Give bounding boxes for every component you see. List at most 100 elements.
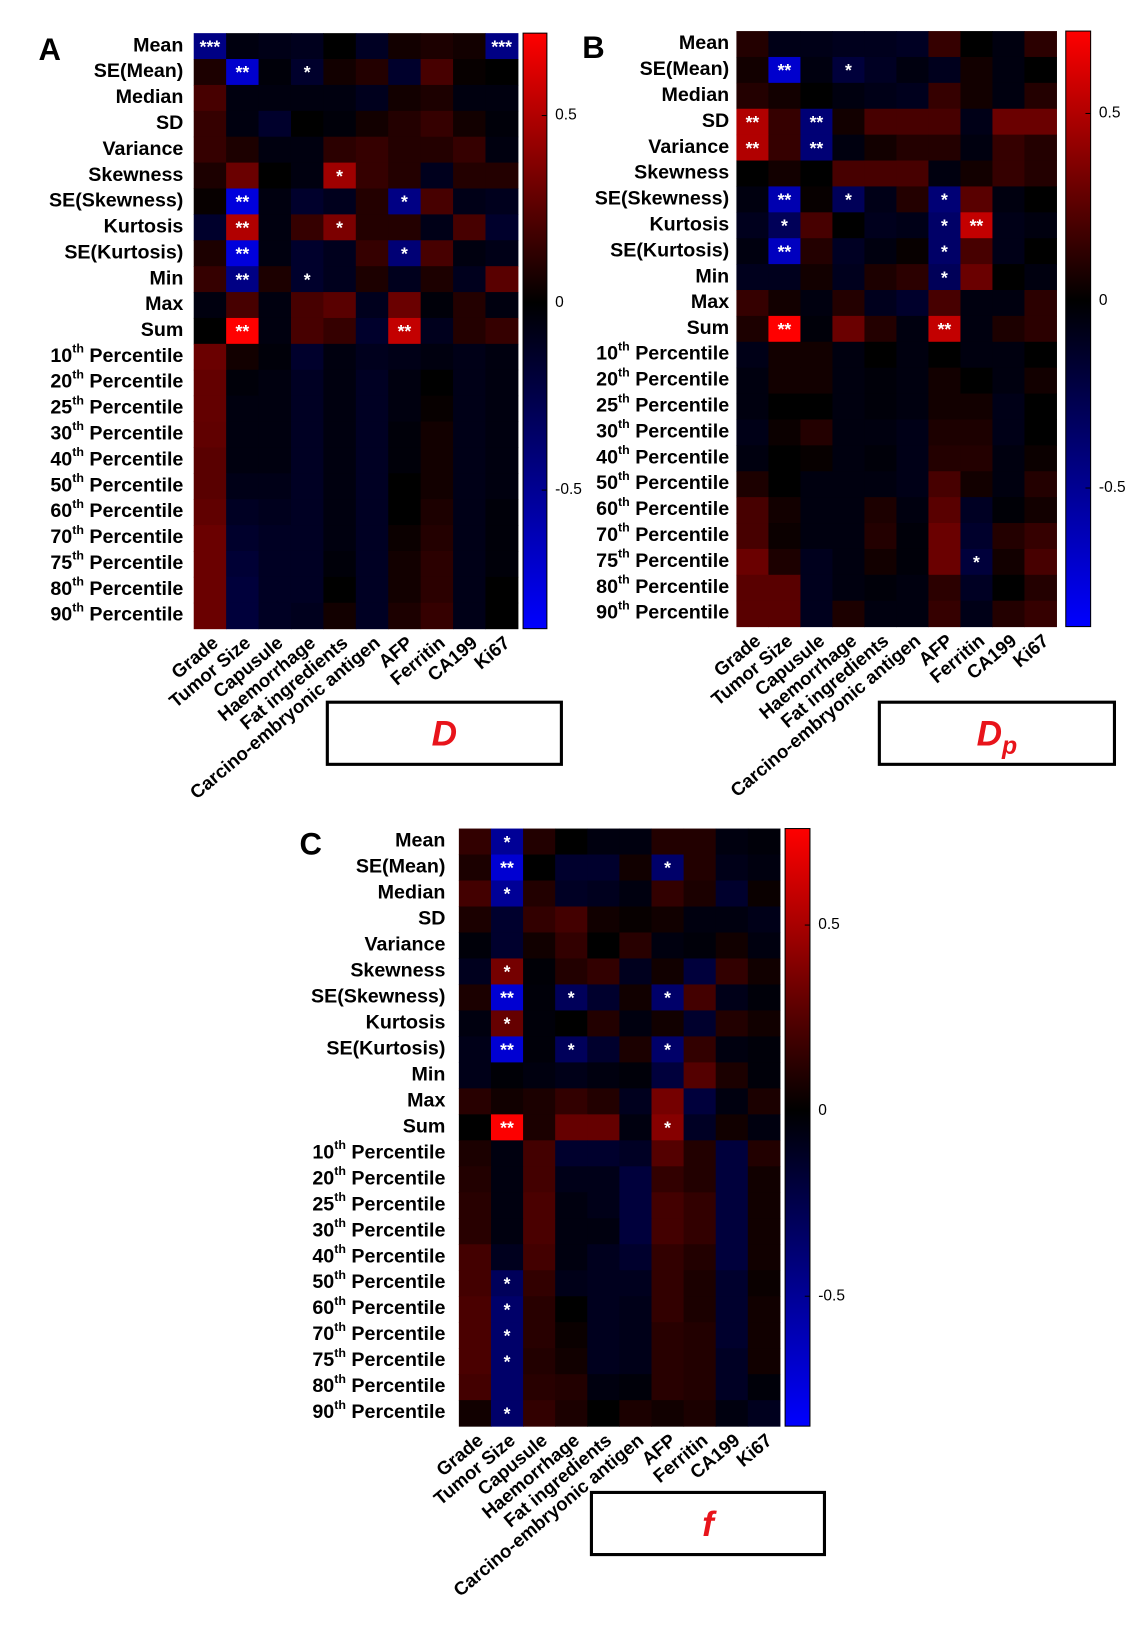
heatmap-cell	[864, 419, 897, 446]
row-label: 30th Percentile	[596, 417, 729, 442]
heatmap-cell	[323, 395, 357, 423]
heatmap-cell	[258, 499, 292, 526]
heatmap-cell	[1024, 497, 1057, 524]
row-label: Skewness	[350, 960, 445, 982]
heatmap-cell	[768, 315, 801, 343]
row-label-part: 70	[50, 526, 72, 548]
heatmap-cell	[768, 548, 801, 576]
heatmap-cell	[832, 574, 865, 602]
row-label-part: Percentile	[630, 576, 729, 598]
heatmap-cell	[420, 576, 454, 604]
row-label: Sum	[687, 317, 730, 339]
heatmap-cell	[864, 56, 897, 84]
heatmap-cell	[683, 1088, 717, 1115]
heatmap-cell	[290, 188, 324, 215]
row-label-part: 25	[50, 397, 72, 419]
row-label-sup: th	[618, 417, 630, 431]
row-label-part: Percentile	[346, 1142, 445, 1164]
significance-mark: **	[500, 1118, 514, 1138]
heatmap-cell	[928, 315, 961, 343]
heatmap-cell	[587, 932, 620, 959]
heatmap-cell	[485, 292, 519, 319]
heatmap-cell	[355, 162, 389, 190]
row-label-part: 10	[50, 345, 72, 367]
heatmap-cell	[587, 906, 620, 934]
heatmap-cell	[226, 162, 260, 190]
heatmap-cell	[736, 600, 769, 628]
significance-mark: *	[504, 832, 511, 852]
heatmap-cell	[226, 84, 260, 112]
heatmap-cell	[736, 367, 769, 395]
heatmap-cell	[458, 1218, 492, 1245]
heatmap-cell	[683, 828, 717, 856]
heatmap-cell	[992, 315, 1025, 343]
heatmap-cell	[768, 341, 801, 369]
row-label-part: Percentile	[630, 472, 729, 494]
row-label-part: Percentile	[630, 498, 729, 520]
heatmap-cell	[960, 56, 993, 84]
heatmap-cell	[458, 1140, 492, 1167]
heatmap-cell	[960, 289, 993, 317]
heatmap-cell	[960, 419, 993, 446]
heatmap-cell	[864, 471, 897, 498]
heatmap-cell	[736, 574, 769, 602]
significance-mark: **	[746, 138, 760, 158]
row-label-part: Percentile	[346, 1168, 445, 1190]
heatmap-cell	[420, 84, 454, 112]
heatmap-cell	[258, 136, 292, 164]
heatmap-cell	[226, 343, 260, 371]
heatmap-cell	[523, 1140, 556, 1167]
colorbar-tick-label: 0.5	[1099, 105, 1121, 122]
heatmap-cell	[490, 906, 524, 934]
heatmap-cell	[555, 1244, 588, 1271]
heatmap-cell	[587, 1374, 620, 1401]
significance-mark: *	[504, 1403, 511, 1423]
heatmap-cell	[768, 393, 801, 420]
heatmap-cell	[420, 240, 454, 267]
row-label-part: 25	[596, 395, 618, 417]
row-label: 60th Percentile	[50, 497, 183, 522]
heatmap-cell	[864, 186, 897, 213]
heatmap-cell	[485, 343, 519, 371]
heatmap-cell	[715, 880, 749, 908]
heatmap-cell	[453, 266, 486, 293]
heatmap-cell	[619, 1036, 653, 1063]
heatmap-cell	[832, 186, 865, 213]
heatmap-cell	[800, 497, 833, 524]
heatmap-cell	[715, 1244, 749, 1271]
row-label: 40th Percentile	[50, 445, 183, 470]
heatmap-cell	[736, 186, 769, 213]
row-label-part: 25	[312, 1194, 334, 1216]
heatmap-cell	[768, 367, 801, 395]
heatmap-cell	[193, 110, 227, 138]
row-label-sup: th	[618, 366, 630, 380]
heatmap-cell	[651, 1374, 685, 1401]
heatmap-cell	[832, 367, 865, 395]
heatmap-cell	[864, 82, 897, 110]
heatmap-cell	[992, 471, 1025, 498]
heatmap-cell	[992, 160, 1025, 187]
row-label-part: 75	[596, 550, 618, 572]
heatmap-cell	[832, 289, 865, 317]
row-label: 10th Percentile	[312, 1138, 445, 1163]
heatmap-cell	[960, 264, 993, 291]
heatmap-cell	[388, 266, 422, 293]
heatmap-cell	[864, 548, 897, 576]
row-label: Mean	[133, 34, 183, 56]
heatmap-cell	[490, 828, 524, 856]
heatmap-cell	[420, 292, 454, 319]
significance-mark: **	[970, 215, 984, 235]
heatmap-cell	[490, 1166, 524, 1193]
significance-mark: **	[235, 62, 249, 82]
heatmap-cell	[453, 550, 486, 578]
heatmap-cell	[458, 828, 492, 856]
heatmap-cell	[715, 1036, 749, 1063]
heatmap-cell	[736, 160, 769, 187]
heatmap-cell	[928, 419, 961, 446]
heatmap-cell	[587, 1322, 620, 1349]
heatmap-cell	[736, 212, 769, 239]
heatmap-cell	[355, 499, 389, 526]
heatmap-cell	[896, 238, 929, 265]
heatmap-cell	[523, 906, 556, 934]
panel-letter: A	[39, 32, 61, 67]
